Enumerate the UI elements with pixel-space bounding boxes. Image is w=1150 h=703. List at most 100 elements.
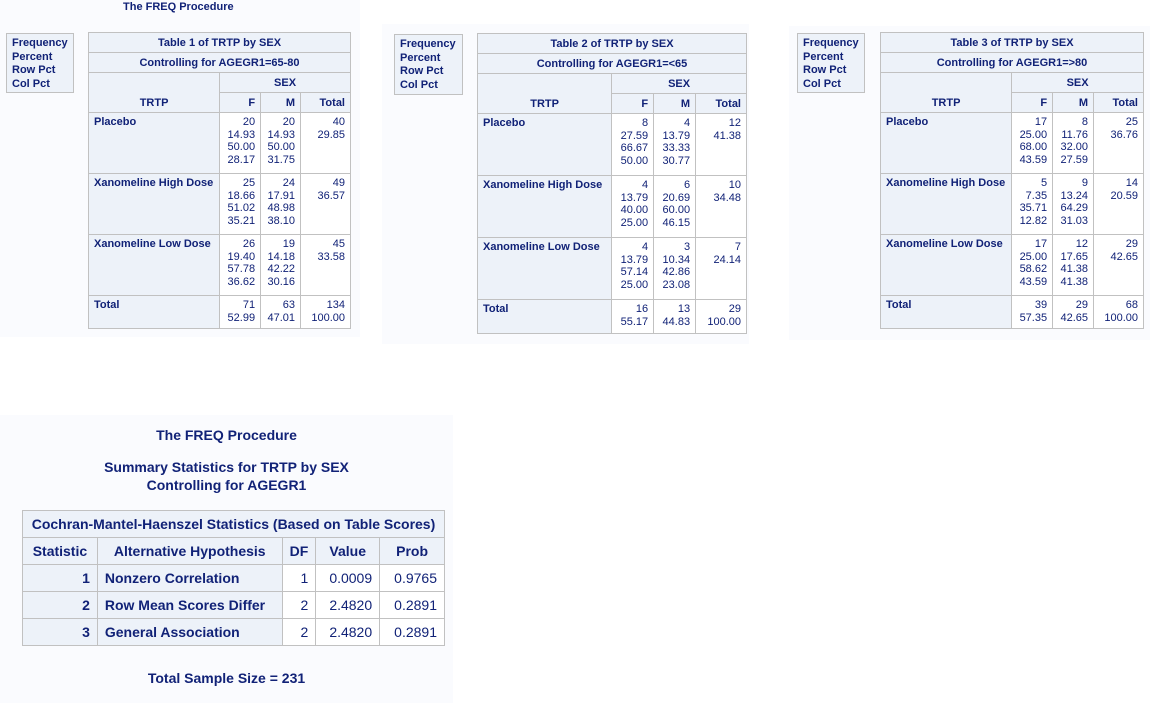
- row-label: Placebo: [87, 112, 221, 174]
- cell-m: 13 44.83: [653, 299, 697, 334]
- total-sample-size: Total Sample Size = 231: [147, 670, 306, 686]
- legend-row-pct: Row Pct: [803, 64, 847, 76]
- cell-df: 2: [281, 618, 317, 646]
- cell-m: 8 11.76 32.00 27.59: [1052, 112, 1095, 174]
- cell-df: 1: [281, 564, 317, 592]
- row-label: Xanomeline High Dose: [879, 173, 1013, 235]
- cell-f: 17 25.00 58.62 43.59: [1011, 234, 1054, 296]
- legend-row-pct: Row Pct: [400, 65, 444, 77]
- legend-percent: Percent: [803, 50, 844, 63]
- cell-statistic: 3: [22, 618, 98, 646]
- row-label-total: Total: [879, 295, 1013, 329]
- col-total: Total: [300, 92, 351, 113]
- cell-f: 16 55.17: [611, 299, 655, 334]
- cell-statistic: 1: [22, 564, 98, 592]
- cell-m: 19 14.18 42.22 30.16: [260, 234, 302, 296]
- legend-2: Frequency Percent Row Pct Col Pct: [394, 34, 463, 95]
- cell-total: 134 100.00: [300, 295, 351, 329]
- table-control: Controlling for AGEGR1=<65: [477, 53, 747, 74]
- cmh-caption: Cochran-Mantel-Haenszel Statistics (Base…: [22, 510, 445, 538]
- cell-f: 4 13.79 40.00 25.00: [611, 175, 655, 238]
- cell-statistic: 2: [22, 591, 98, 619]
- table-control: Controlling for AGEGR1=>80: [880, 52, 1144, 73]
- cell-m: 24 17.91 48.98 38.10: [260, 173, 302, 235]
- trtp-header: TRTP: [476, 73, 613, 114]
- cell-m: 20 14.93 50.00 31.75: [260, 112, 302, 174]
- table-title: Table 3 of TRTP by SEX: [880, 32, 1144, 53]
- cell-f: 5 7.35 35.71 12.82: [1011, 173, 1054, 235]
- col-m: M: [653, 93, 697, 114]
- cell-hypothesis: Row Mean Scores Differ: [96, 591, 283, 619]
- cell-f: 26 19.40 57.78 36.62: [219, 234, 262, 296]
- legend-row-pct: Row Pct: [12, 64, 56, 76]
- cell-m: 9 13.24 64.29 31.03: [1052, 173, 1095, 235]
- cell-f: 71 52.99: [219, 295, 262, 329]
- summary-title-line1: Summary Statistics for TRTP by SEX: [104, 459, 349, 475]
- table-title: Table 1 of TRTP by SEX: [88, 32, 351, 53]
- sex-header: SEX: [611, 73, 747, 94]
- cell-total: 49 36.57: [300, 173, 351, 235]
- cell-m: 6 20.69 60.00 46.15: [653, 175, 697, 238]
- cell-m: 12 17.65 41.38 41.38: [1052, 234, 1095, 296]
- header-prob: Prob: [379, 537, 445, 565]
- legend-col-pct: Col Pct: [803, 77, 841, 90]
- cell-total: 29 100.00: [695, 299, 747, 334]
- cell-prob: 0.2891: [379, 618, 445, 646]
- cell-total: 25 36.76: [1093, 112, 1144, 174]
- col-f: F: [611, 93, 655, 114]
- cell-value: 0.0009: [315, 564, 381, 592]
- row-label-total: Total: [87, 295, 221, 329]
- cell-total: 29 42.65: [1093, 234, 1144, 296]
- row-label: Placebo: [476, 113, 613, 176]
- header-value: Value: [315, 537, 381, 565]
- table-control: Controlling for AGEGR1=65-80: [88, 52, 351, 73]
- col-f: F: [219, 92, 262, 113]
- cell-f: 39 57.35: [1011, 295, 1054, 329]
- cell-total: 14 20.59: [1093, 173, 1144, 235]
- legend-1: Frequency Percent Row Pct Col Pct: [6, 33, 74, 93]
- cell-total: 68 100.00: [1093, 295, 1144, 329]
- cell-m: 3 10.34 42.86 23.08: [653, 237, 697, 300]
- col-m: M: [1052, 92, 1095, 113]
- cell-hypothesis: General Association: [96, 618, 283, 646]
- row-label: Placebo: [879, 112, 1013, 174]
- cell-f: 20 14.93 50.00 28.17: [219, 112, 262, 174]
- cell-hypothesis: Nonzero Correlation: [96, 564, 283, 592]
- cell-m: 63 47.01: [260, 295, 302, 329]
- sex-header: SEX: [219, 72, 351, 93]
- col-m: M: [260, 92, 302, 113]
- legend-col-pct: Col Pct: [12, 77, 50, 90]
- crosstab-table-1: Table 1 of TRTP by SEX Controlling for A…: [87, 32, 351, 329]
- col-total: Total: [695, 93, 747, 114]
- cell-m: 29 42.65: [1052, 295, 1095, 329]
- sex-header: SEX: [1011, 72, 1144, 93]
- cell-total: 40 29.85: [300, 112, 351, 174]
- row-label: Xanomeline High Dose: [87, 173, 221, 235]
- header-statistic: Statistic: [22, 537, 98, 565]
- legend-frequency: Frequency: [803, 37, 859, 49]
- cell-f: 25 18.66 51.02 35.21: [219, 173, 262, 235]
- header-df: DF: [281, 537, 317, 565]
- trtp-header: TRTP: [87, 72, 221, 113]
- legend-percent: Percent: [400, 51, 441, 64]
- row-label: Xanomeline Low Dose: [87, 234, 221, 296]
- cell-value: 2.4820: [315, 618, 381, 646]
- legend-frequency: Frequency: [12, 37, 68, 49]
- cell-total: 45 33.58: [300, 234, 351, 296]
- row-label: Xanomeline Low Dose: [476, 237, 613, 300]
- col-f: F: [1011, 92, 1054, 113]
- summary-procedure-title: The FREQ Procedure: [156, 427, 297, 443]
- cell-f: 4 13.79 57.14 25.00: [611, 237, 655, 300]
- cmh-statistics-table: Cochran-Mantel-Haenszel Statistics (Base…: [22, 510, 445, 646]
- table-row: 3 General Association 2 2.4820 0.2891: [22, 618, 445, 646]
- col-total: Total: [1093, 92, 1144, 113]
- legend-col-pct: Col Pct: [400, 78, 438, 91]
- table-row: 1 Nonzero Correlation 1 0.0009 0.9765: [22, 564, 445, 592]
- row-label: Xanomeline Low Dose: [879, 234, 1013, 296]
- cell-f: 17 25.00 68.00 43.59: [1011, 112, 1054, 174]
- cell-f: 8 27.59 66.67 50.00: [611, 113, 655, 176]
- table-row: 2 Row Mean Scores Differ 2 2.4820 0.2891: [22, 591, 445, 619]
- cell-total: 10 34.48: [695, 175, 747, 238]
- cell-value: 2.4820: [315, 591, 381, 619]
- header-alternative-hypothesis: Alternative Hypothesis: [96, 537, 283, 565]
